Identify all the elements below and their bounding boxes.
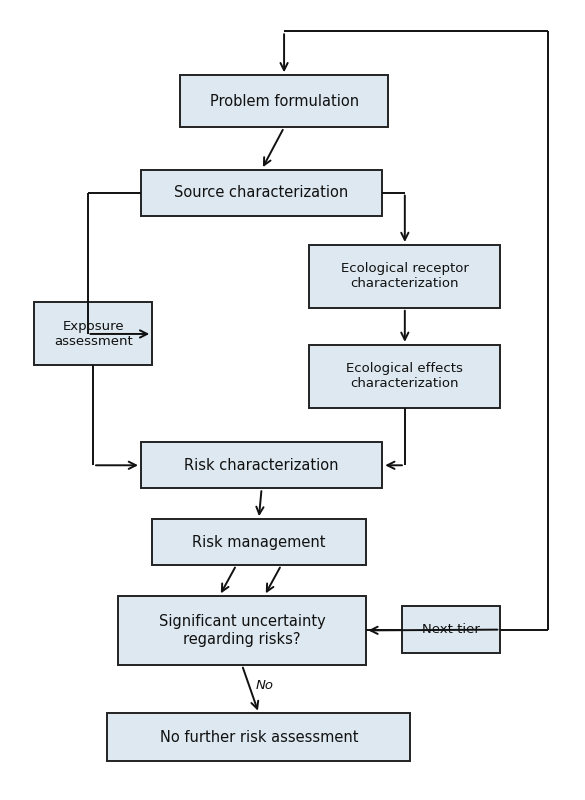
FancyBboxPatch shape (141, 170, 383, 216)
Text: Significant uncertainty
regarding risks?: Significant uncertainty regarding risks? (159, 614, 325, 646)
FancyBboxPatch shape (402, 606, 500, 654)
FancyBboxPatch shape (141, 442, 383, 488)
Text: Risk management: Risk management (192, 534, 326, 550)
FancyBboxPatch shape (309, 245, 500, 308)
FancyBboxPatch shape (107, 714, 411, 761)
FancyBboxPatch shape (309, 345, 500, 408)
Text: Exposure
assessment: Exposure assessment (54, 320, 133, 348)
Text: Ecological effects
characterization: Ecological effects characterization (346, 362, 463, 390)
FancyBboxPatch shape (118, 596, 366, 665)
Text: Next tier: Next tier (422, 623, 480, 636)
Text: No further risk assessment: No further risk assessment (160, 730, 358, 745)
Text: Source characterization: Source characterization (174, 185, 349, 200)
FancyBboxPatch shape (180, 75, 388, 127)
Text: Problem formulation: Problem formulation (209, 94, 359, 109)
FancyBboxPatch shape (34, 302, 152, 366)
FancyBboxPatch shape (152, 519, 366, 565)
Text: Risk characterization: Risk characterization (184, 458, 339, 473)
Text: No: No (256, 679, 274, 692)
Text: Ecological receptor
characterization: Ecological receptor characterization (341, 262, 469, 290)
